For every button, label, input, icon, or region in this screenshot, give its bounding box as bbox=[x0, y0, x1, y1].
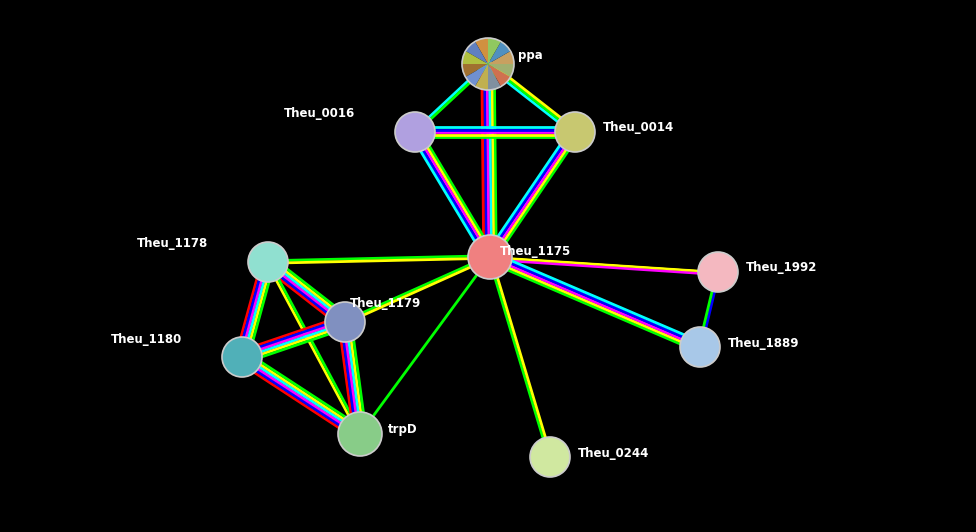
Text: Theu_1889: Theu_1889 bbox=[728, 337, 799, 350]
Text: Theu_1179: Theu_1179 bbox=[350, 297, 422, 311]
Wedge shape bbox=[488, 38, 501, 64]
Circle shape bbox=[222, 337, 262, 377]
Circle shape bbox=[530, 437, 570, 477]
Text: Theu_1175: Theu_1175 bbox=[500, 245, 571, 259]
Circle shape bbox=[680, 327, 720, 367]
Wedge shape bbox=[462, 64, 488, 77]
Wedge shape bbox=[488, 64, 514, 77]
Wedge shape bbox=[488, 64, 501, 90]
Text: trpD: trpD bbox=[388, 423, 418, 436]
Circle shape bbox=[555, 112, 595, 152]
Circle shape bbox=[248, 242, 288, 282]
Text: Theu_1178: Theu_1178 bbox=[137, 237, 208, 251]
Circle shape bbox=[338, 412, 382, 456]
Wedge shape bbox=[466, 64, 488, 87]
Circle shape bbox=[395, 112, 435, 152]
Text: Theu_1180: Theu_1180 bbox=[110, 332, 182, 345]
Wedge shape bbox=[488, 51, 514, 64]
Wedge shape bbox=[488, 64, 510, 87]
Text: Theu_0014: Theu_0014 bbox=[603, 121, 674, 135]
Wedge shape bbox=[462, 51, 488, 64]
Wedge shape bbox=[488, 41, 510, 64]
Circle shape bbox=[325, 302, 365, 342]
Wedge shape bbox=[466, 41, 488, 64]
Text: Theu_1992: Theu_1992 bbox=[746, 262, 817, 275]
Wedge shape bbox=[475, 38, 488, 64]
Circle shape bbox=[698, 252, 738, 292]
Text: ppa: ppa bbox=[518, 49, 543, 62]
Text: Theu_0244: Theu_0244 bbox=[578, 446, 649, 460]
Wedge shape bbox=[475, 64, 488, 90]
Circle shape bbox=[468, 235, 512, 279]
Text: Theu_0016: Theu_0016 bbox=[284, 107, 355, 121]
